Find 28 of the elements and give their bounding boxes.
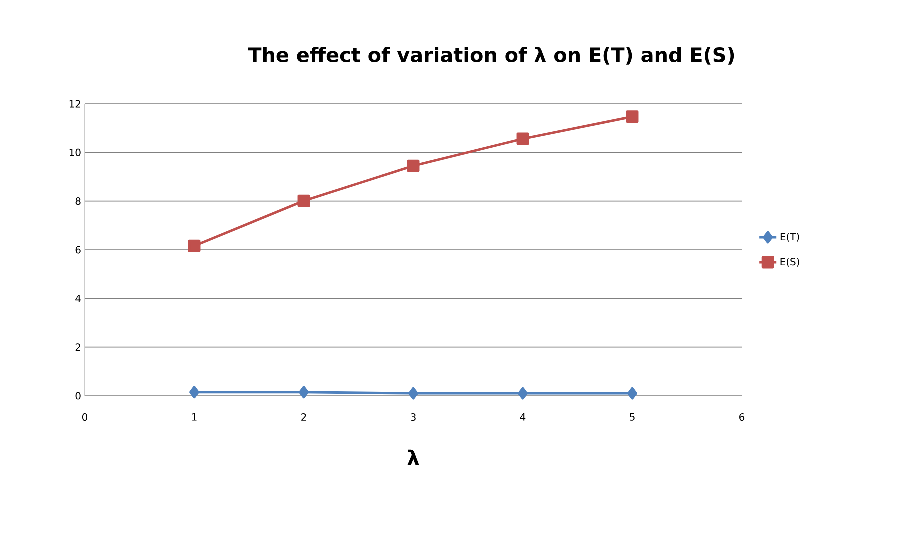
- point: [299, 386, 309, 399]
- point: [518, 387, 528, 400]
- point: [190, 386, 200, 399]
- x-tick-label: 5: [630, 414, 635, 421]
- y-tick-label: 6: [76, 246, 81, 254]
- y-tick-label: 2: [76, 344, 80, 352]
- x-tick-label: 6: [740, 414, 745, 422]
- point: [408, 387, 418, 400]
- y-tick-label: 12: [70, 100, 80, 108]
- point: [188, 240, 201, 252]
- point: [407, 160, 420, 172]
- legend-label: E(T): [780, 232, 800, 242]
- x-tick-label: 2: [302, 414, 306, 421]
- y-tick-label: 8: [76, 198, 81, 206]
- x-tick-label: 3: [411, 414, 416, 422]
- x-tick-label: 0: [82, 414, 88, 422]
- point: [628, 387, 638, 400]
- chart-title: The effect of variation of λ on E(T) and E(S): [248, 47, 734, 65]
- point: [298, 194, 310, 208]
- y-tick-label: 4: [76, 295, 81, 302]
- x-tick-label: 4: [520, 414, 526, 421]
- point: [516, 132, 530, 146]
- y-tick-label: 10: [70, 148, 81, 156]
- y-tick-label: 0: [76, 392, 81, 400]
- x-tick-label: 1: [192, 414, 197, 421]
- x-axis-title: λ: [408, 450, 420, 466]
- legend-label: E(S): [780, 258, 800, 267]
- point: [626, 110, 639, 124]
